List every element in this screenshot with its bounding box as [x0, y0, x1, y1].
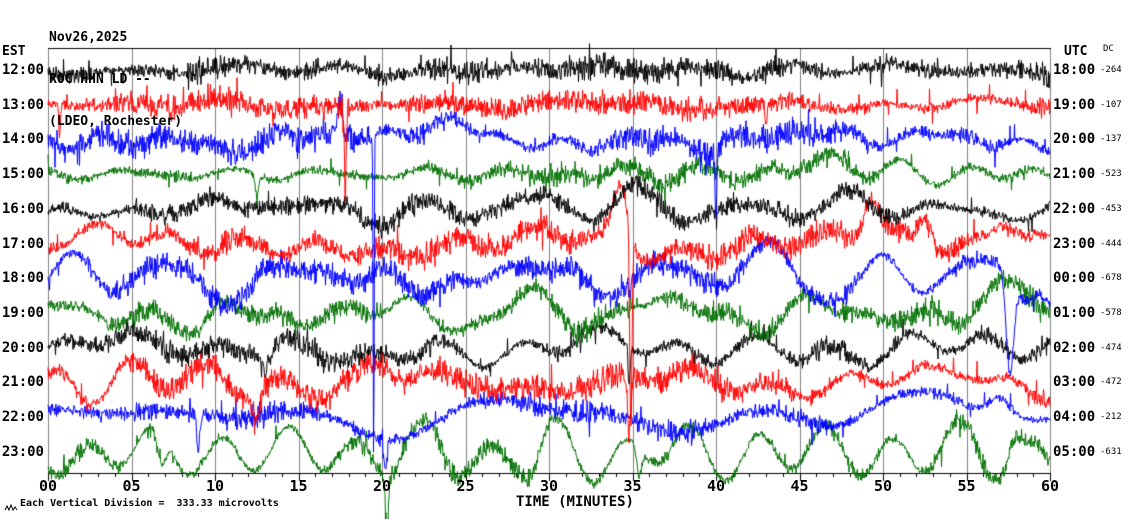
utc-time-label: 19:00: [1053, 96, 1096, 113]
title-station: ROC HHN LD --: [49, 72, 151, 87]
utc-time-label: 05:00: [1053, 443, 1096, 460]
x-tick-label: 00: [38, 477, 58, 495]
utc-time-label: 04:00: [1053, 409, 1096, 426]
waveform-squiggle-icon: [4, 503, 18, 512]
dc-value: -578: [1100, 308, 1122, 319]
left-axis-label: EST: [2, 44, 26, 59]
est-time-label: 14:00: [1, 131, 44, 148]
est-time-label: 15:00: [1, 166, 44, 183]
est-time-label: 20:00: [1, 339, 44, 356]
x-tick-label: 05: [122, 477, 141, 495]
x-tick-label: 60: [1040, 477, 1060, 495]
dc-column-label: DC: [1103, 44, 1114, 54]
right-axis-label: UTC: [1064, 44, 1088, 59]
utc-time-label: 23:00: [1053, 235, 1096, 252]
dc-value: -472: [1100, 377, 1122, 388]
utc-time-label: 21:00: [1053, 166, 1096, 183]
est-time-label: 13:00: [1, 96, 44, 113]
plot-title: Nov26,2025 ROC HHN LD -- (LDEO, Rocheste…: [49, 3, 182, 157]
est-time-label: 23:00: [1, 443, 44, 460]
utc-time-label: 18:00: [1053, 62, 1096, 78]
est-time-label: 19:00: [1, 305, 44, 322]
utc-time-label: 20:00: [1053, 131, 1096, 148]
utc-time-label: 02:00: [1053, 339, 1096, 356]
x-tick-label: 20: [372, 477, 392, 495]
x-axis-title: TIME (MINUTES): [515, 494, 634, 510]
x-tick-label: 30: [539, 477, 559, 495]
dc-value: -444: [1100, 238, 1122, 249]
x-tick-label: 35: [623, 477, 642, 495]
est-time-label: 12:00: [1, 62, 44, 78]
utc-time-label: 01:00: [1053, 305, 1096, 322]
dc-value: -137: [1100, 134, 1122, 145]
est-time-label: 18:00: [1, 270, 44, 287]
x-tick-label: 45: [790, 477, 809, 495]
x-tick-label: 15: [289, 477, 308, 495]
est-time-label: 16:00: [1, 200, 44, 217]
x-tick-label: 50: [873, 477, 893, 495]
dc-value: -453: [1100, 203, 1122, 214]
est-time-label: 22:00: [1, 409, 44, 426]
est-time-label: 21:00: [1, 374, 44, 391]
dc-value: -631: [1100, 446, 1122, 457]
x-tick-label: 10: [205, 477, 225, 495]
title-date: Nov26,2025: [49, 30, 128, 45]
utc-time-label: 03:00: [1053, 374, 1096, 391]
dc-value: -523: [1100, 169, 1122, 180]
title-location: (LDEO, Rochester): [49, 114, 183, 129]
x-tick-label: 25: [456, 477, 475, 495]
dc-value: -264: [1100, 65, 1122, 75]
dc-value: -678: [1100, 273, 1122, 284]
dc-value: -107: [1100, 99, 1122, 110]
x-tick-label: 40: [706, 477, 726, 495]
utc-time-label: 22:00: [1053, 200, 1096, 217]
dc-value: -474: [1100, 342, 1122, 353]
utc-time-label: 00:00: [1053, 270, 1096, 287]
scale-note: Each Vertical Division = 333.33 microvol…: [20, 498, 279, 509]
x-tick-label: 55: [957, 477, 976, 495]
dc-value: -212: [1100, 412, 1122, 423]
est-time-label: 17:00: [1, 235, 44, 252]
